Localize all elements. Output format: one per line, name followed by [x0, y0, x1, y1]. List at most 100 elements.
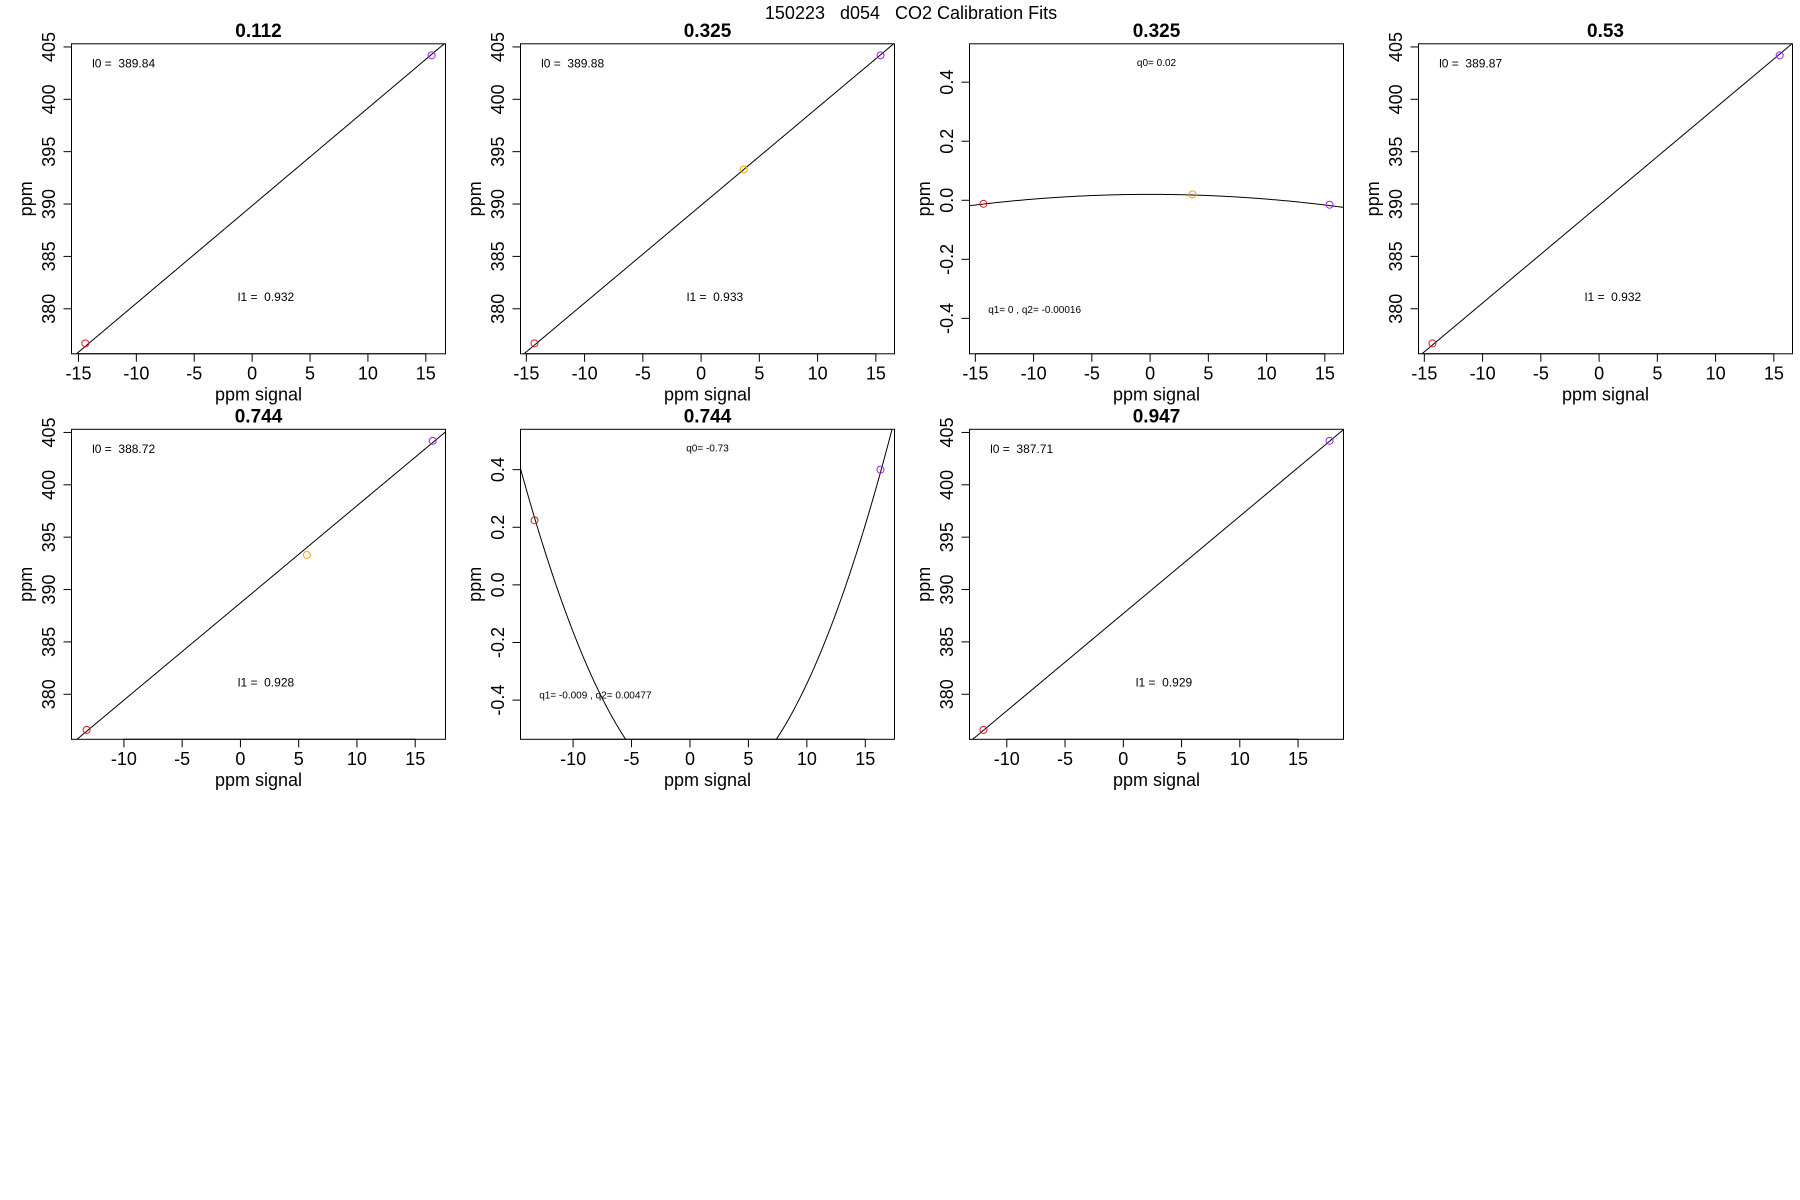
x-tick-label: 15	[1764, 364, 1784, 384]
y-axis-label: ppm	[16, 567, 36, 602]
y-tick-label: 390	[39, 189, 59, 219]
fit-annotation: q0= 0.02	[1137, 58, 1177, 69]
x-tick-label: 5	[294, 749, 304, 769]
panel-title: 0.947	[1133, 406, 1181, 427]
x-tick-label: 10	[358, 364, 378, 384]
x-tick-label: 5	[754, 364, 764, 384]
y-tick-label: 405	[1386, 32, 1406, 62]
x-axis-label: ppm signal	[1113, 770, 1200, 790]
data-point	[427, 51, 436, 60]
x-tick-label: -10	[1470, 364, 1496, 384]
x-tick-label: 10	[1230, 749, 1250, 769]
fit-annotation: l0 = 388.72	[92, 442, 155, 456]
y-tick-label: 400	[488, 84, 508, 114]
x-tick-label: -5	[624, 749, 640, 769]
x-tick-label: -15	[1411, 364, 1437, 384]
panel-title: 0.325	[684, 21, 732, 42]
data-point	[876, 51, 885, 60]
data-point	[302, 550, 311, 559]
y-axis-label: ppm	[16, 181, 36, 216]
data-point	[739, 165, 748, 174]
y-axis-label: ppm	[914, 567, 934, 602]
x-tick-label: -10	[111, 749, 137, 769]
y-tick-label: 380	[937, 679, 957, 709]
y-axis-label: ppm	[914, 181, 934, 216]
y-axis-label: ppm	[1363, 181, 1383, 216]
x-tick-label: 0	[247, 364, 257, 384]
x-tick-label: 10	[1706, 364, 1726, 384]
x-tick-label: 10	[1257, 364, 1277, 384]
y-tick-label: 405	[937, 417, 957, 447]
fit-line	[523, 43, 895, 354]
y-tick-label: 0.0	[488, 572, 508, 597]
data-point	[1325, 200, 1334, 209]
y-tick-label: 385	[937, 627, 957, 657]
y-tick-label: 380	[39, 679, 59, 709]
y-tick-label: 400	[39, 470, 59, 500]
x-tick-label: -10	[123, 364, 149, 384]
y-tick-label: -0.2	[488, 627, 508, 658]
y-axis-label: ppm	[465, 181, 485, 216]
y-tick-label: 385	[1386, 241, 1406, 271]
x-tick-label: 10	[347, 749, 367, 769]
x-tick-label: -10	[994, 749, 1020, 769]
fit-annotation: l1 = 0.932	[1585, 290, 1642, 304]
x-tick-label: 15	[1288, 749, 1308, 769]
x-tick-label: -10	[1021, 364, 1047, 384]
y-tick-label: 405	[39, 32, 59, 62]
x-axis-label: ppm signal	[1562, 385, 1649, 405]
fit-annotation: l1 = 0.928	[238, 676, 295, 690]
x-tick-label: 15	[1315, 364, 1335, 384]
x-axis-label: ppm signal	[1113, 385, 1200, 405]
fit-annotation: l1 = 0.929	[1136, 676, 1193, 690]
fit-annotation: l1 = 0.932	[238, 290, 295, 304]
y-tick-label: -0.2	[937, 244, 957, 275]
y-tick-label: 0.2	[488, 515, 508, 540]
plot-box	[71, 428, 446, 740]
data-point	[1325, 436, 1334, 445]
fit-annotation: q1= -0.009 , q2= 0.00477	[539, 691, 652, 702]
x-tick-label: 15	[855, 749, 875, 769]
x-tick-label: -5	[1084, 364, 1100, 384]
x-tick-label: 15	[405, 749, 425, 769]
x-axis-label: ppm signal	[215, 385, 302, 405]
data-point	[1775, 51, 1784, 60]
y-tick-label: 395	[1386, 137, 1406, 167]
y-tick-label: 400	[39, 84, 59, 114]
fit-line	[1421, 43, 1793, 354]
y-tick-label: -0.4	[488, 685, 508, 716]
y-tick-label: -0.4	[937, 303, 957, 334]
data-point	[979, 199, 988, 208]
y-tick-label: 395	[937, 522, 957, 552]
x-tick-label: -5	[635, 364, 651, 384]
x-tick-label: 0	[1145, 364, 1155, 384]
data-point	[876, 465, 885, 474]
data-point	[979, 725, 988, 734]
x-tick-label: 0	[1118, 749, 1128, 769]
plot-box	[969, 428, 1344, 740]
data-point	[81, 339, 90, 348]
fit-annotation: q0= -0.73	[686, 443, 729, 454]
x-tick-label: -5	[174, 749, 190, 769]
y-tick-label: 405	[488, 32, 508, 62]
y-tick-label: 0.2	[937, 129, 957, 154]
x-tick-label: -15	[962, 364, 988, 384]
fit-annotation: l0 = 389.87	[1439, 57, 1502, 71]
y-tick-label: 385	[39, 627, 59, 657]
fit-line	[520, 429, 893, 740]
fit-line	[969, 193, 1344, 208]
fit-annotation: l0 = 389.88	[541, 57, 604, 71]
x-tick-label: 0	[696, 364, 706, 384]
x-tick-label: 5	[1203, 364, 1213, 384]
panel-title: 0.744	[684, 406, 732, 427]
y-tick-label: 0.4	[937, 70, 957, 95]
y-tick-label: 395	[39, 137, 59, 167]
y-tick-label: 390	[488, 189, 508, 219]
data-point	[82, 725, 91, 734]
x-tick-label: -5	[1533, 364, 1549, 384]
panel-title: 0.744	[235, 406, 283, 427]
y-tick-label: 380	[39, 294, 59, 324]
data-point	[530, 516, 539, 525]
x-tick-label: 0	[685, 749, 695, 769]
y-tick-label: 395	[488, 137, 508, 167]
